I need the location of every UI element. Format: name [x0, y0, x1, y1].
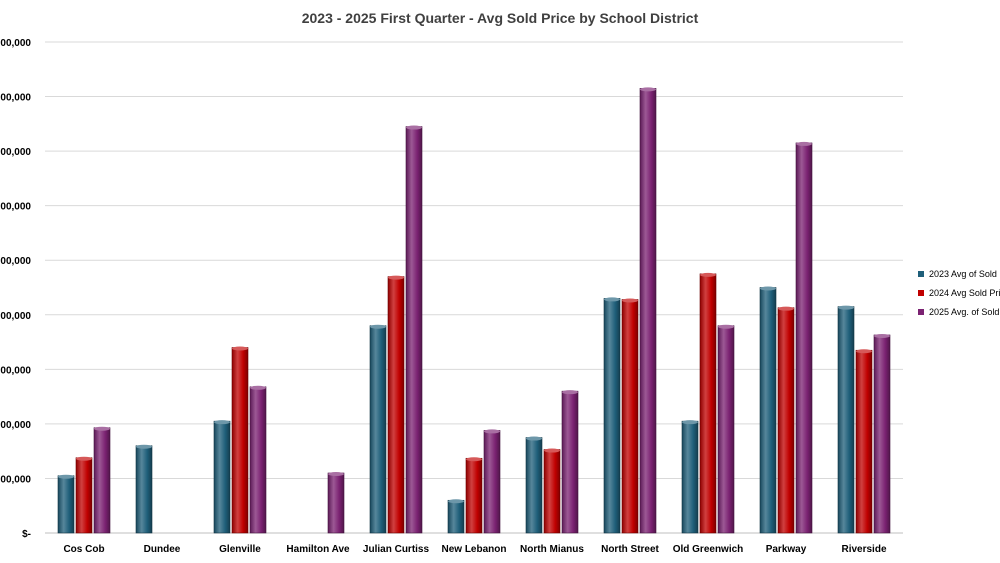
bar [447, 499, 465, 534]
bar-cap [484, 429, 500, 434]
legend: 2023 Avg of Sold P 2024 Avg Sold Pric 2025… [918, 269, 1000, 317]
bar [603, 298, 621, 534]
bar-cap [406, 125, 422, 130]
bar [231, 347, 249, 534]
x-category-label: Riverside [841, 544, 886, 555]
bar [135, 445, 153, 534]
legend-label: 2023 Avg of Sold P [929, 269, 1000, 279]
bar-cap [136, 444, 152, 449]
gridlines [45, 41, 903, 534]
bar-cap [76, 456, 92, 461]
bar [75, 457, 93, 534]
x-category-label: New Lebanon [441, 544, 506, 555]
bar [387, 276, 405, 534]
bar-cap [874, 333, 890, 338]
bar [681, 420, 699, 534]
legend-label: 2025 Avg. of Sold F [929, 307, 1000, 317]
bar [873, 334, 891, 534]
y-tick-label: 00,000 [0, 365, 31, 376]
bar [543, 449, 561, 534]
y-axis-ticks: $- 00,000 00,000 00,000 00,000 00,000 00,000 00… [0, 38, 31, 540]
bar [465, 457, 483, 534]
bar [639, 88, 657, 534]
legend-label: 2024 Avg Sold Pric [929, 288, 1000, 298]
y-tick-label: 00,000 [0, 474, 31, 485]
bar-cap [838, 305, 854, 310]
bar-cap [562, 390, 578, 395]
bar-cap [544, 448, 560, 453]
bar [483, 430, 501, 534]
x-category-label: Hamilton Ave [286, 544, 350, 555]
bar [855, 349, 873, 534]
bar [795, 142, 813, 534]
bar [699, 273, 717, 534]
bar-cap [622, 298, 638, 303]
bar [777, 307, 795, 534]
legend-swatch [918, 271, 924, 277]
bar [327, 472, 345, 534]
chart-title: 2023 - 2025 First Quarter - Avg Sold Pri… [302, 10, 699, 26]
bar-cap [448, 499, 464, 504]
bar-cap [718, 324, 734, 329]
x-category-label: Old Greenwich [673, 544, 744, 555]
bar [621, 299, 639, 534]
bar-cap [58, 474, 74, 479]
bar [93, 427, 111, 534]
bars [57, 87, 891, 534]
bar-cap [370, 324, 386, 329]
bar [717, 325, 735, 534]
x-category-label: Parkway [766, 544, 807, 555]
bar [249, 386, 267, 534]
bar-cap [796, 141, 812, 146]
bar-cap [466, 457, 482, 462]
bar-cap [640, 87, 656, 92]
bar-cap [328, 471, 344, 476]
x-category-label: Glenville [219, 544, 261, 555]
bar-cap [682, 420, 698, 425]
y-tick-label: 00,000 [0, 202, 31, 213]
bar [369, 325, 387, 534]
x-category-label: Cos Cob [63, 544, 104, 555]
bar [759, 287, 777, 534]
bar-cap [214, 420, 230, 425]
y-tick-label: 00,000 [0, 420, 31, 431]
x-category-label: North Street [601, 544, 659, 555]
bar-cap [388, 275, 404, 280]
bar-cap [232, 346, 248, 351]
x-category-label: Dundee [144, 544, 181, 555]
legend-swatch [918, 290, 924, 296]
y-tick-label: 00,000 [0, 256, 31, 267]
bar-cap [700, 272, 716, 277]
bar-cap [526, 436, 542, 441]
bar [213, 420, 231, 534]
bar-cap [250, 385, 266, 390]
x-category-label: North Mianus [520, 544, 584, 555]
legend-swatch [918, 309, 924, 315]
y-tick-label: 00,000 [0, 147, 31, 158]
bar [837, 306, 855, 534]
bar-cap [778, 306, 794, 311]
y-tick-label: 00,000 [0, 38, 31, 49]
bar-cap [604, 297, 620, 302]
bar-cap [760, 286, 776, 291]
y-tick-label: $- [22, 529, 31, 540]
bar [561, 390, 579, 534]
bar-cap [856, 349, 872, 354]
x-axis-categories: Cos Cob Dundee Glenville Hamilton Ave Julian… [63, 544, 887, 555]
y-tick-label: 00,000 [0, 93, 31, 104]
bar [57, 475, 75, 534]
x-category-label: Julian Curtiss [363, 544, 430, 555]
y-tick-label: 00,000 [0, 311, 31, 322]
bar [525, 437, 543, 534]
bar [405, 126, 423, 534]
bar-cap [94, 426, 110, 431]
